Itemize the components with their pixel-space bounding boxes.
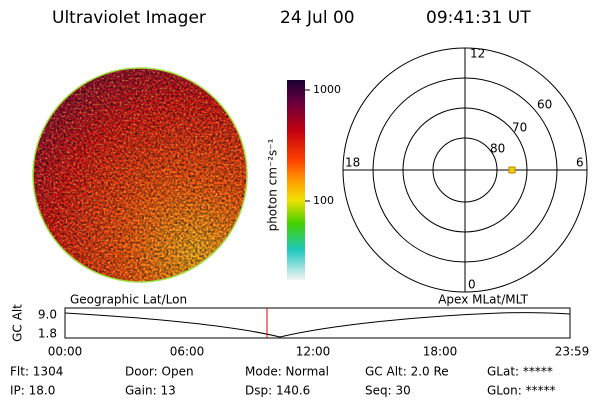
info-field: IP: 18.0 [10,384,55,398]
time: 09:41:31 UT [426,8,531,28]
colorbar-tick-label: 100 [313,194,334,207]
mlat-label: 70 [512,121,527,135]
info-field: GC Alt: 2.0 Re [365,365,449,379]
y-tick-label: 9.0 [38,308,57,322]
info-field: Mode: Normal [245,365,329,379]
mlt-label: 18 [345,156,360,170]
plot-title-left: Geographic Lat/Lon [70,293,187,307]
image-noise-bright [33,68,247,282]
y-axis-label: GC Alt [11,304,25,342]
info-field: Flt: 1304 [10,365,63,379]
mlat-label: 60 [537,98,552,112]
image-rim [32,67,248,283]
info-field: Seq: 30 [365,384,411,398]
colorbar [287,80,305,280]
x-tick-label: 00:00 [48,345,83,359]
plot-frame [64,307,571,339]
x-tick-label: 23:59 [555,345,590,359]
altitude-curve [64,312,571,338]
y-tick-label: 1.8 [38,327,57,341]
info-field: GLat: ***** [487,365,553,379]
x-tick-label: 06:00 [170,345,205,359]
info-field: Gain: 13 [125,384,176,398]
info-panel: Flt: 1304 IP: 18.0 Door: Open Gain: 13 Mode:… [10,365,556,398]
uv-image [33,68,247,282]
colorbar-label: photon cm⁻²s⁻¹ [266,138,280,231]
info-field: GLon: ***** [487,384,556,398]
x-tick-label: 12:00 [296,345,331,359]
mlt-label: 6 [576,156,584,170]
spacecraft-marker [508,166,516,174]
plot-title-right: Apex MLat/MLT [438,293,528,307]
mlt-label: 12 [470,47,485,61]
title: Ultraviolet Imager [52,8,206,28]
date: 24 Jul 00 [280,8,355,28]
info-field: Dsp: 140.6 [245,384,310,398]
polar-grid [342,47,588,293]
mlat-label: 80 [490,142,505,156]
info-field: Door: Open [125,365,194,379]
colorbar-tick-label: 1000 [313,83,341,96]
mlt-label: 0 [468,278,476,292]
x-tick-label: 18:00 [423,345,458,359]
